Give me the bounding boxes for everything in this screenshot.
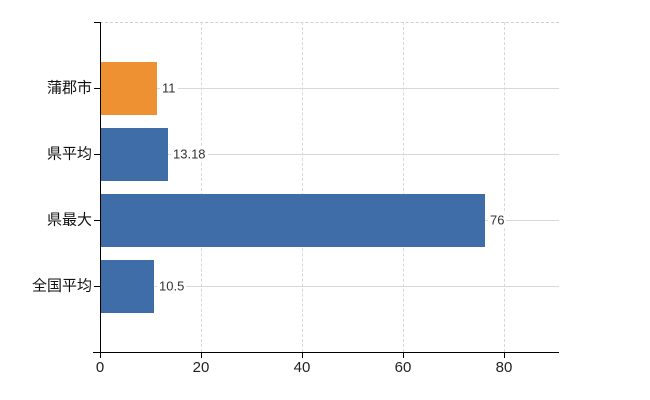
bar-value-label: 10.5	[157, 278, 187, 294]
gridline-vertical	[302, 22, 303, 352]
bar-value-label: 76	[488, 212, 507, 228]
gridline-vertical	[403, 22, 404, 352]
bar	[101, 128, 168, 181]
x-tick-label: 20	[192, 359, 210, 376]
y-axis-tick	[94, 286, 100, 287]
x-axis-tick	[201, 352, 202, 358]
y-axis-tick	[94, 154, 100, 155]
x-axis	[93, 352, 559, 353]
gridline-vertical	[504, 22, 505, 352]
y-axis-top-tick	[94, 22, 100, 23]
y-axis-tick	[94, 88, 100, 89]
bar	[101, 62, 157, 115]
x-tick-label: 40	[293, 359, 311, 376]
x-axis-tick	[504, 352, 505, 358]
x-axis-tick	[100, 352, 101, 358]
category-label: 県最大	[46, 211, 92, 229]
bar	[101, 260, 154, 313]
plot-top-border	[100, 22, 559, 23]
gridline-horizontal	[101, 88, 559, 89]
gridline-horizontal	[101, 154, 559, 155]
bar-value-label: 11	[160, 80, 178, 96]
x-tick-label: 80	[495, 359, 513, 376]
y-axis-tick	[94, 220, 100, 221]
category-label: 全国平均	[31, 277, 92, 295]
bar-value-label: 13.18	[171, 146, 208, 162]
x-axis-tick	[302, 352, 303, 358]
bar	[101, 194, 485, 247]
category-label: 県平均	[46, 145, 92, 163]
x-tick-label: 0	[95, 359, 105, 376]
gridline-vertical	[201, 22, 202, 352]
y-axis	[100, 22, 101, 352]
gridline-horizontal	[101, 286, 559, 287]
x-axis-tick	[403, 352, 404, 358]
x-tick-label: 60	[394, 359, 412, 376]
category-label: 蒲郡市	[46, 79, 92, 97]
